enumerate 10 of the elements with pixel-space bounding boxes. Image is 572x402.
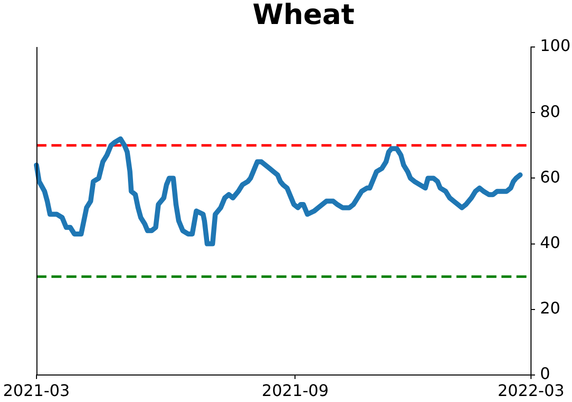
y-tick-label: 20	[540, 298, 560, 318]
x-tick-label: 2022-03	[498, 380, 564, 400]
y-tick-label: 100	[540, 36, 571, 56]
y-tick-label: 80	[540, 102, 560, 121]
x-tick-label: 2021-03	[2, 380, 70, 400]
y-tick-label: 40	[540, 232, 560, 252]
y-tick-label: 0	[540, 364, 550, 384]
chart-title: Wheat	[252, 0, 355, 32]
y-tick-label: 60	[540, 167, 560, 186]
x-tick-label: 2021-09	[262, 380, 329, 400]
